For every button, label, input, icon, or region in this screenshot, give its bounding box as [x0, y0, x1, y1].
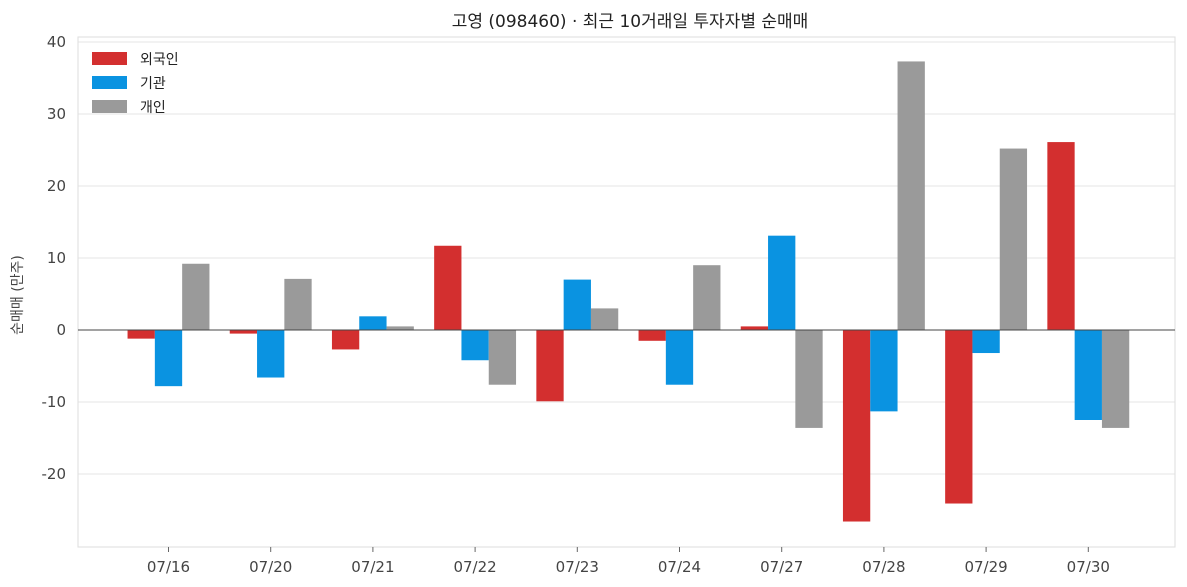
bar-2-8: [870, 330, 898, 412]
bar-3-6: [693, 265, 721, 330]
x-tick-label: 07/23: [556, 558, 599, 576]
bar-3-10: [1101, 330, 1130, 428]
bar-1-9: [945, 330, 973, 504]
bar-1-4: [434, 245, 462, 330]
y-axis-label: 순매매 (만주): [10, 255, 26, 335]
bar-1-2: [229, 330, 258, 334]
chart-title: 고영 (098460) · 최근 10거래일 투자자별 순매매: [452, 12, 809, 32]
bar-1-8: [842, 330, 871, 522]
bar-1-5: [536, 330, 564, 402]
legend-label: 기관: [140, 76, 166, 92]
bar-1-6: [638, 330, 666, 341]
bar-1-7: [740, 326, 769, 330]
bar-3-9: [999, 148, 1028, 330]
bar-1-1: [127, 330, 155, 339]
x-tick-labels: 07/16 07/20 07/21 07/22 07/23 07/24 07/27 07/28…: [147, 547, 1110, 576]
x-tick-label: 07/27: [760, 558, 803, 576]
bar-3-8: [897, 61, 925, 330]
bars: [127, 61, 1130, 522]
y-tick-labels: -20 -10 0 10 20 30 40: [42, 33, 67, 483]
y-tick-label: 30: [47, 105, 66, 123]
bar-3-7: [795, 330, 823, 428]
bar-2-9: [972, 330, 1000, 354]
bar-2-10: [1074, 330, 1102, 420]
x-tick-label: 07/30: [1067, 558, 1110, 576]
bar-2-3: [359, 316, 387, 330]
bar-2-4: [461, 330, 489, 361]
bar-2-1: [154, 330, 183, 387]
x-tick-label: 07/20: [249, 558, 292, 576]
x-tick-label: 07/21: [351, 558, 394, 576]
y-tick-label: -20: [42, 465, 67, 483]
bar-3-3: [386, 326, 414, 330]
legend-swatch: [92, 76, 127, 89]
bar-2-7: [768, 235, 796, 330]
bar-2-5: [563, 279, 591, 330]
plot-frame: [77, 36, 1176, 548]
bar-3-1: [182, 263, 210, 330]
bar-2-2: [257, 330, 285, 378]
legend-label: 외국인: [140, 52, 179, 68]
bar-1-10: [1047, 142, 1075, 330]
y-tick-label: 10: [47, 249, 66, 267]
legend-label: 개인: [140, 100, 166, 116]
y-tick-label: 20: [47, 177, 66, 195]
x-tick-label: 07/29: [964, 558, 1007, 576]
y-tick-label: -10: [42, 393, 67, 411]
y-tick-label: 40: [47, 33, 66, 51]
bar-3-4: [488, 330, 517, 385]
x-tick-label: 07/28: [862, 558, 905, 576]
bar-2-6: [665, 330, 694, 385]
legend-swatch: [92, 100, 127, 113]
y-tick-label: 0: [56, 321, 66, 339]
bar-3-5: [590, 308, 619, 330]
x-tick-label: 07/22: [453, 558, 496, 576]
x-tick-label: 07/24: [658, 558, 701, 576]
x-tick-label: 07/16: [147, 558, 190, 576]
legend-swatch: [92, 52, 127, 65]
bar-3-2: [284, 278, 312, 330]
bar-1-3: [331, 330, 360, 350]
